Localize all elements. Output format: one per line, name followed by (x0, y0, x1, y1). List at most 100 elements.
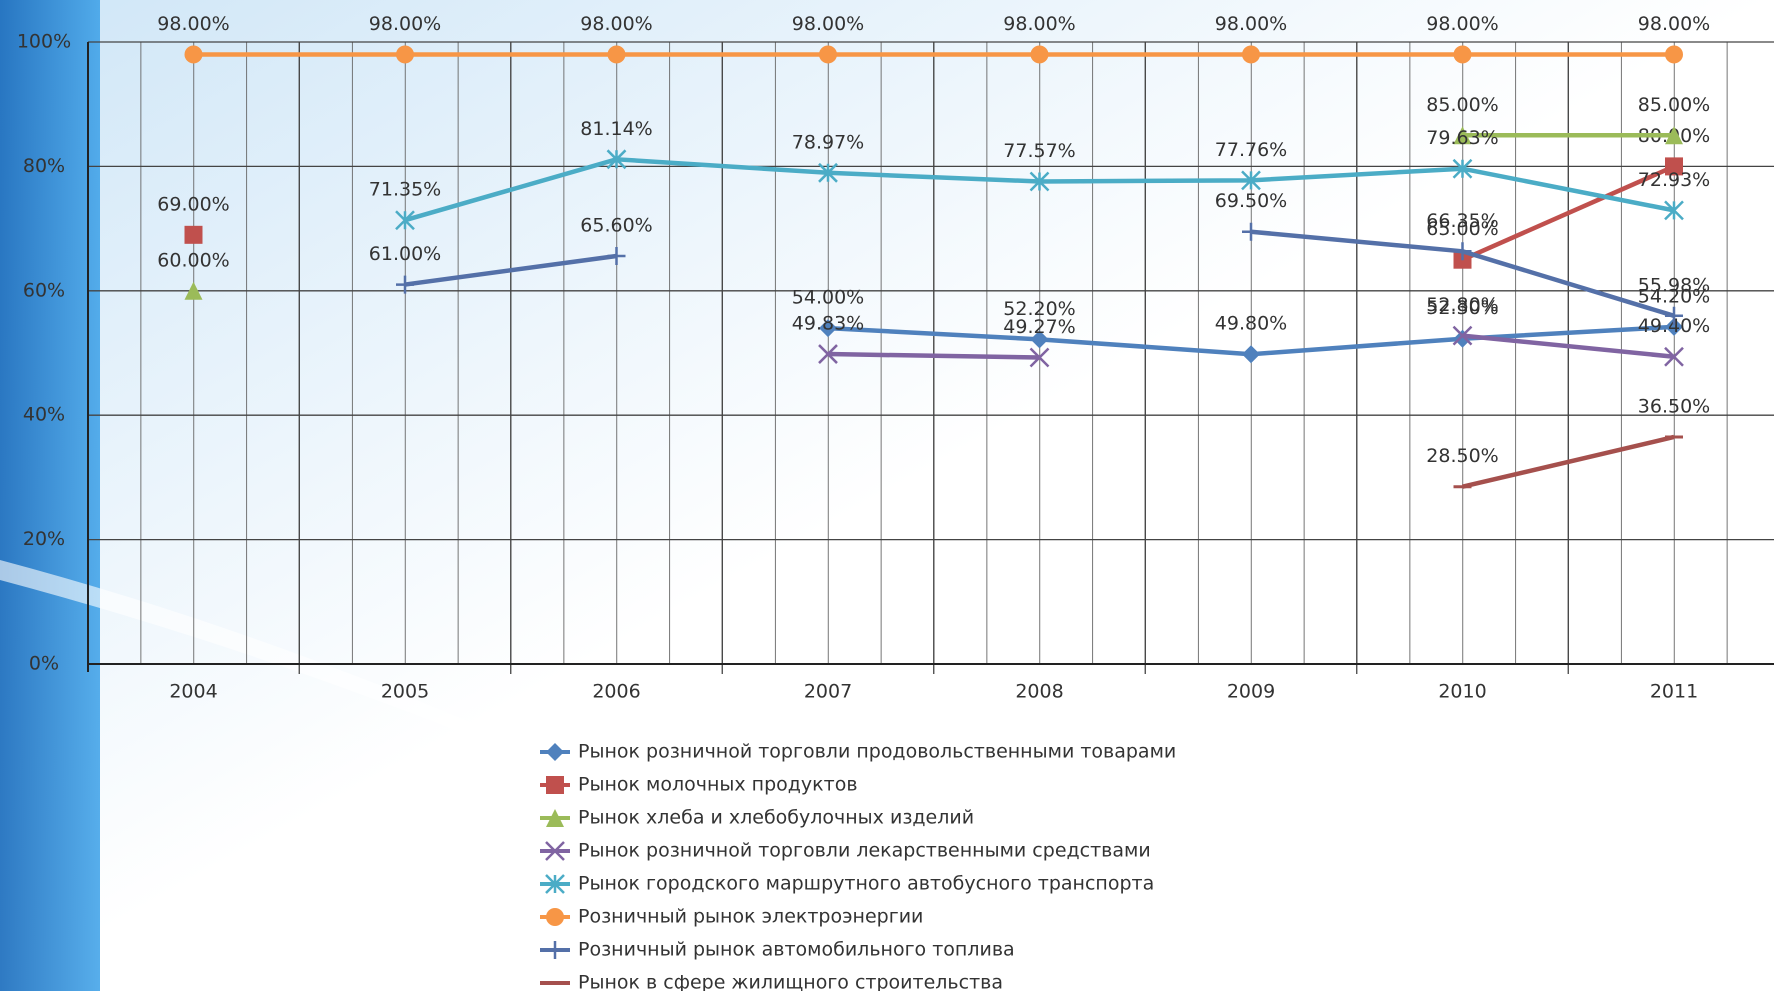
marker (1030, 45, 1049, 64)
data-label: 60.00% (157, 249, 229, 271)
data-label: 69.50% (1215, 190, 1287, 212)
marker (1453, 45, 1472, 64)
data-label: 81.14% (580, 118, 652, 140)
data-label: 61.00% (369, 243, 441, 265)
y-tick-label: 0% (29, 653, 59, 675)
legend-label: Рынок в сфере жилищного строительства (578, 972, 1003, 991)
legend: Рынок розничной торговли продовольственн… (540, 741, 1176, 991)
legend-label: Розничный рынок автомобильного топлива (578, 939, 1015, 961)
data-label: 69.00% (157, 193, 229, 215)
data-label: 98.00% (1638, 13, 1710, 35)
data-label: 52.20% (1003, 298, 1075, 320)
series-line (827, 333, 1675, 360)
data-label: 77.57% (1003, 140, 1075, 162)
marker (1242, 222, 1260, 241)
marker (546, 941, 564, 959)
data-label: 49.27% (1003, 316, 1075, 338)
x-tick-label: 2009 (1227, 681, 1275, 703)
data-label: 65.00% (1426, 218, 1498, 240)
data-label: 66.35% (1426, 210, 1498, 232)
data-label: 77.76% (1215, 139, 1287, 161)
marker (1242, 45, 1260, 64)
data-label: 49.40% (1638, 315, 1710, 337)
marker (396, 275, 414, 294)
marker (819, 45, 837, 64)
data-label: 54.20% (1638, 285, 1710, 307)
marker (1029, 347, 1050, 368)
y-tick-label: 20% (23, 528, 65, 550)
data-label: 52.80% (1426, 294, 1498, 316)
marker (1029, 171, 1050, 192)
marker (1453, 126, 1472, 145)
x-tick-label: 2008 (1015, 681, 1063, 703)
legend-label: Рынок хлеба и хлебобулочных изделий (578, 807, 974, 829)
legend-label: Рынок розничной торговли продовольственн… (578, 741, 1176, 763)
data-label: 36.50% (1638, 395, 1710, 417)
marker (184, 225, 203, 244)
plot-area: 0% 20% 40% 60% 80% 100% 2004 2005 2006 2007 2008 20… (17, 13, 1774, 703)
marker (819, 319, 837, 338)
data-label: 54.00% (792, 287, 864, 309)
marker (1242, 345, 1260, 364)
data-label: 55.98% (1638, 274, 1710, 296)
data-label: 71.35% (369, 179, 441, 201)
marker (1664, 346, 1684, 367)
data-label: 98.00% (369, 13, 441, 35)
marker (184, 281, 203, 300)
marker (1452, 158, 1473, 179)
x-tick-label: 2010 (1438, 681, 1486, 703)
marker (184, 45, 203, 64)
x-tick-label: 2011 (1650, 681, 1698, 703)
y-tick-label: 60% (23, 279, 65, 301)
data-label: 28.50% (1426, 445, 1498, 467)
series-line (1461, 164, 1675, 262)
marker (1665, 126, 1683, 145)
x-tick-label: 2004 (169, 681, 217, 703)
data-label: 78.97% (792, 131, 864, 153)
data-label: 85.00% (1426, 94, 1498, 116)
marker (1241, 170, 1261, 191)
marker (1452, 325, 1473, 346)
marker (818, 162, 838, 183)
marker (1030, 330, 1049, 349)
data-label: 98.00% (1215, 13, 1287, 35)
marker (545, 841, 565, 861)
data-label: 52.30% (1426, 297, 1498, 319)
side-strip (0, 0, 100, 991)
marker (546, 743, 564, 761)
data-label: 98.00% (1003, 13, 1075, 35)
data-label: 98.00% (1426, 13, 1498, 35)
marker (1453, 242, 1472, 261)
marker (1664, 200, 1684, 221)
data-label: 98.00% (792, 13, 864, 35)
marker (607, 45, 626, 64)
marker (1665, 306, 1683, 325)
legend-label: Рынок розничной торговли лекарственными … (578, 840, 1151, 862)
data-label: 85.00% (1638, 94, 1710, 116)
data-label: 49.83% (792, 313, 864, 335)
y-tick-label: 100% (17, 31, 71, 53)
data-label: 79.63% (1426, 127, 1498, 149)
legend-label: Розничный рынок электроэнергии (578, 906, 923, 928)
swoosh (0, 560, 600, 790)
y-tick-label: 40% (23, 404, 65, 426)
x-tick-label: 2005 (381, 681, 429, 703)
series-line (1461, 434, 1675, 489)
marker (546, 776, 564, 794)
marker (395, 210, 415, 231)
marker (1665, 157, 1683, 176)
marker (396, 45, 414, 64)
data-label: 65.60% (580, 214, 652, 236)
marker (1665, 317, 1683, 336)
data-label: 49.80% (1215, 313, 1287, 335)
y-tick-label: 80% (23, 155, 65, 177)
data-label: 72.93% (1638, 169, 1710, 191)
data-label: 98.00% (580, 13, 652, 35)
legend-label: Рынок городского маршрутного автобусного… (578, 873, 1154, 895)
marker (545, 874, 565, 894)
legend-label: Рынок молочных продуктов (578, 774, 858, 796)
marker (606, 149, 627, 170)
marker (1665, 45, 1683, 64)
